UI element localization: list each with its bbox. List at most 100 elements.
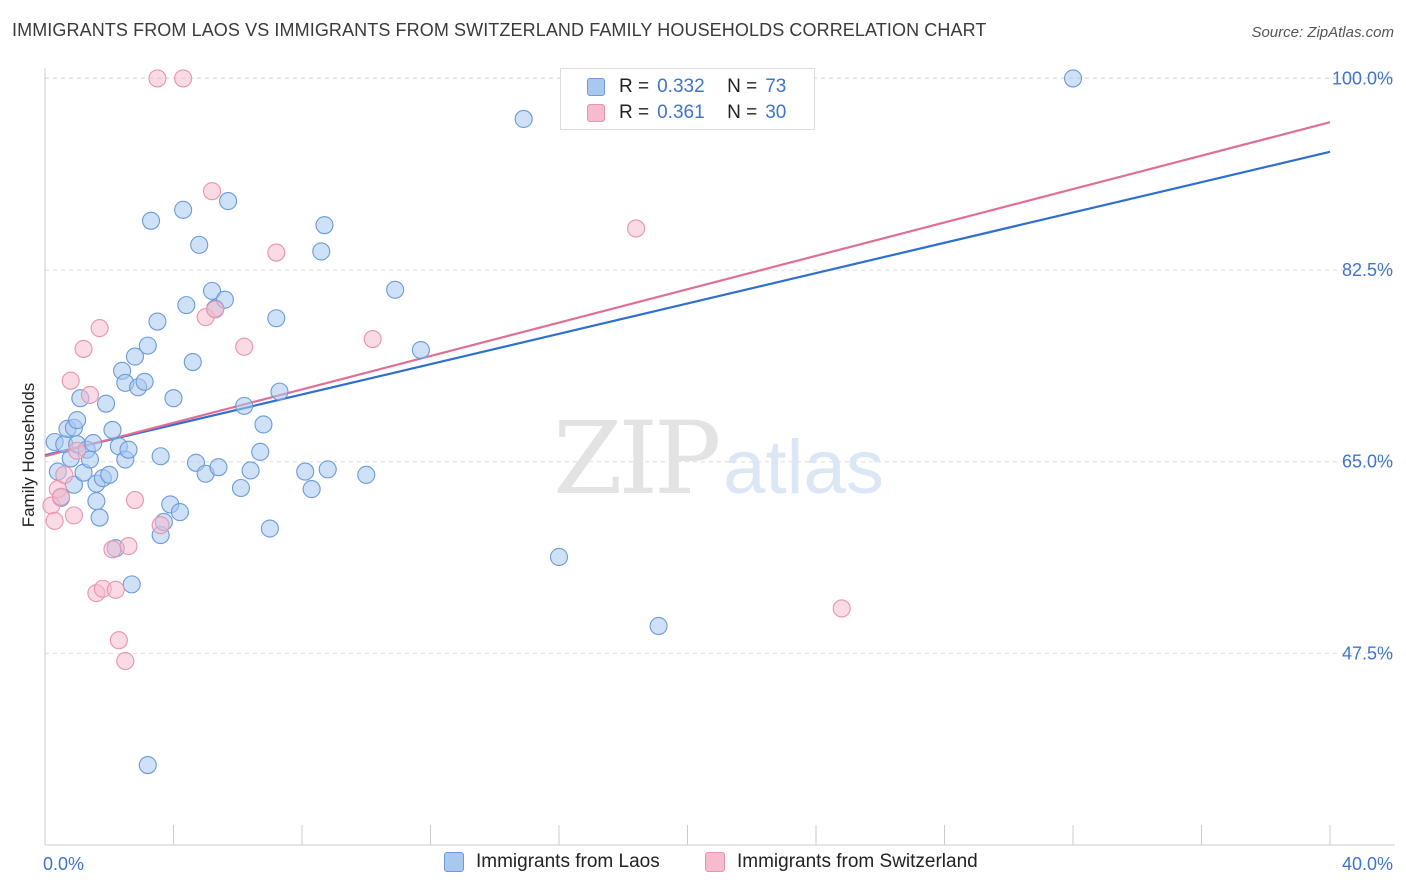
switzerland-point: [103, 540, 122, 559]
switzerland-point: [109, 631, 128, 650]
laos-point: [90, 508, 109, 527]
switzerland-point: [55, 465, 74, 484]
switzerland-point: [68, 441, 87, 460]
laos-point: [209, 458, 228, 477]
switzerland-point: [106, 580, 125, 599]
laos-point: [260, 519, 279, 538]
x-tick-label: 40.0%: [1342, 854, 1393, 874]
laos-point: [138, 336, 157, 355]
laos-point: [549, 547, 569, 567]
y-tick-label: 65.0%: [1342, 452, 1393, 472]
laos-point: [514, 109, 533, 128]
y-tick-label: 100.0%: [1332, 68, 1393, 88]
legend-n-label: N =: [727, 76, 758, 97]
source-credit: Source: ZipAtlas.com: [1251, 24, 1394, 41]
laos-point: [84, 434, 103, 453]
laos-point: [312, 242, 331, 261]
laos-point: [235, 396, 254, 415]
switzerland-point: [116, 651, 135, 671]
series-switzerland-points: [42, 69, 851, 671]
switzerland-point: [45, 511, 64, 530]
switzerland-point: [74, 339, 93, 358]
laos-swatch: [444, 852, 464, 872]
switzerland-point: [52, 487, 71, 506]
watermark: ZIPatlas: [553, 400, 884, 517]
laos-point: [302, 480, 321, 499]
switzerland-swatch: [705, 852, 725, 872]
laos-point: [270, 382, 289, 401]
laos-point: [296, 462, 315, 481]
watermark-atlas: atlas: [723, 425, 884, 510]
legend-label-laos: Immigrants from Laos: [476, 851, 660, 872]
laos-point: [174, 200, 193, 219]
legend-n-label: N =: [727, 102, 758, 123]
laos-point: [254, 415, 273, 434]
chart-title: IMMIGRANTS FROM LAOS VS IMMIGRANTS FROM …: [12, 20, 987, 40]
legend-r-value: 0.332: [657, 76, 705, 97]
switzerland-point: [151, 516, 170, 535]
legend-r-value: 0.361: [657, 102, 705, 123]
laos-point: [87, 492, 106, 511]
switzerland-point: [832, 599, 851, 618]
switzerland-point: [90, 319, 109, 338]
laos-point: [122, 575, 141, 594]
switzerland-point: [80, 385, 100, 404]
laos-point: [103, 420, 122, 440]
laos-point: [315, 216, 334, 235]
legend-r-label: R =: [619, 102, 650, 123]
tick-labels: 47.5% 65.0% 82.5% 100.0% 0.0% 40.0% Family Hou…: [19, 68, 1393, 874]
laos-point: [68, 411, 87, 430]
laos-point: [135, 372, 154, 391]
switzerland-point: [148, 69, 167, 88]
switzerland-point: [174, 69, 193, 88]
legend-r-label: R =: [619, 76, 650, 97]
switzerland-point: [627, 219, 646, 238]
laos-point: [183, 353, 202, 372]
switzerland-point: [203, 182, 222, 201]
axes: [44, 68, 1395, 846]
laos-point: [170, 503, 189, 522]
laos-swatch: [587, 78, 605, 96]
laos-point: [219, 192, 238, 211]
x-tick-label: 0.0%: [43, 854, 84, 874]
trend-line-switzerland: [44, 121, 1331, 458]
switzerland-point: [206, 300, 225, 319]
legend-item-laos: Immigrants from Laos: [444, 851, 660, 873]
y-tick-label: 82.5%: [1342, 260, 1393, 280]
laos-point: [357, 465, 376, 484]
grid-lines: [45, 77, 1395, 654]
stats-legend: R = 0.332 N = 73 R = 0.361 N = 30: [560, 68, 815, 130]
legend-n-value: 30: [765, 102, 787, 123]
laos-point: [251, 442, 270, 461]
y-tick-label: 47.5%: [1342, 643, 1393, 663]
legend-row-switzerland: R = 0.361 N = 30: [587, 100, 786, 126]
laos-point: [177, 296, 196, 315]
y-axis-label: Family Households: [19, 383, 38, 528]
legend-row-laos: R = 0.332 N = 73: [587, 74, 786, 100]
switzerland-swatch: [587, 104, 605, 122]
laos-point: [119, 440, 138, 459]
laos-point: [148, 312, 167, 331]
laos-point: [318, 460, 337, 479]
watermark-zip: ZIP: [553, 400, 721, 517]
laos-point: [151, 447, 170, 466]
laos-point: [1063, 69, 1083, 88]
laos-point: [241, 461, 260, 480]
trend-line-laos: [44, 150, 1331, 457]
switzerland-point: [119, 536, 138, 556]
series-legend: Immigrants from Laos Immigrants from Swi…: [0, 851, 1406, 879]
laos-point: [203, 281, 222, 300]
legend-n-value: 73: [765, 76, 787, 97]
laos-point: [386, 280, 405, 299]
laos-point: [190, 235, 209, 254]
switzerland-point: [64, 506, 83, 525]
legend-label-switzerland: Immigrants from Switzerland: [737, 851, 978, 872]
laos-point: [164, 389, 183, 408]
laos-point: [100, 465, 119, 484]
switzerland-point: [267, 243, 286, 262]
legend-item-switzerland: Immigrants from Switzerland: [705, 851, 978, 873]
switzerland-point: [235, 337, 254, 356]
laos-point: [267, 309, 286, 328]
laos-point: [231, 478, 251, 498]
